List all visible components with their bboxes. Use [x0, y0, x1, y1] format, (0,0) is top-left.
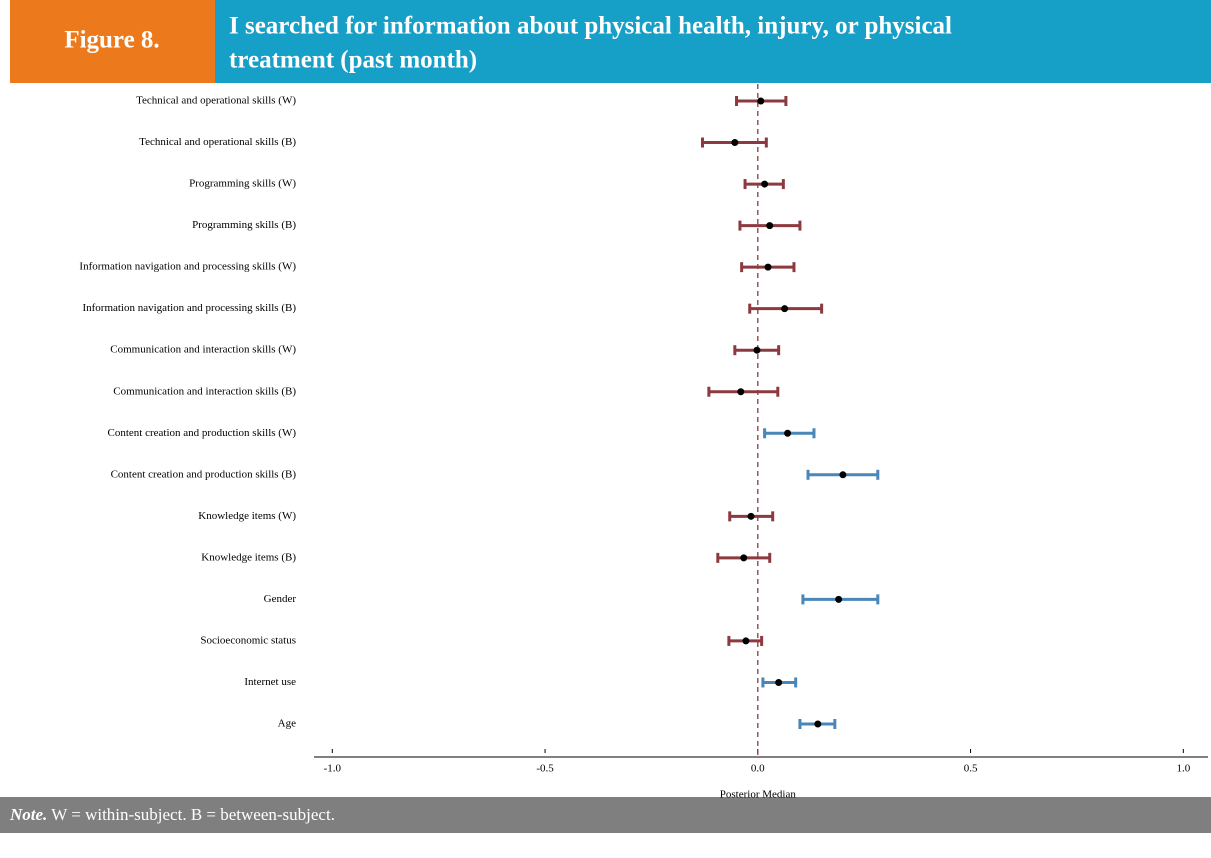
category-label: Technical and operational skills (W) — [136, 95, 296, 107]
median-point — [839, 471, 847, 479]
x-tick-label: 0.0 — [751, 763, 765, 775]
median-point — [784, 429, 792, 437]
chart-title: treatment (past month) — [229, 47, 477, 74]
median-point — [740, 554, 748, 562]
category-label: Programming skills (B) — [192, 219, 296, 231]
category-label: Content creation and production skills (… — [108, 427, 297, 439]
median-point — [757, 97, 765, 105]
category-label: Knowledge items (W) — [198, 510, 296, 522]
note-label: Note. — [9, 805, 47, 824]
category-label: Information navigation and processing sk… — [79, 261, 296, 273]
median-point — [764, 263, 772, 271]
note: Note. W = within-subject. B = between-su… — [9, 805, 335, 824]
plot: -1.0 -0.5 0.0 0.5 1.0 Posterior Median Technic… — [79, 84, 1208, 801]
median-point — [835, 595, 843, 603]
note-bar — [0, 797, 1211, 833]
category-label: Communication and interaction skills (B) — [113, 385, 296, 397]
title-banner — [215, 0, 1211, 83]
median-point — [747, 512, 755, 520]
figure-number: Figure 8. — [64, 27, 159, 54]
x-tick-label: 0.5 — [964, 763, 978, 775]
median-point — [775, 678, 783, 686]
note-text: W = within-subject. B = between-subject. — [47, 805, 335, 824]
median-point — [742, 637, 750, 645]
category-label: Communication and interaction skills (W) — [110, 344, 296, 356]
category-label: Gender — [264, 593, 297, 605]
median-point — [753, 346, 761, 354]
x-tick-label: -0.5 — [536, 763, 554, 775]
category-label: Socioeconomic status — [200, 634, 296, 646]
x-tick-label: 1.0 — [1176, 763, 1190, 775]
category-label: Age — [278, 718, 296, 730]
median-point — [781, 305, 789, 313]
category-label: Programming skills (W) — [189, 178, 296, 190]
chart-title: I searched for information about physica… — [229, 13, 952, 40]
category-label: Technical and operational skills (B) — [139, 136, 296, 148]
category-label: Knowledge items (B) — [201, 551, 296, 563]
x-axis-label: Posterior Median — [720, 789, 797, 801]
median-point — [731, 139, 739, 147]
median-point — [814, 720, 822, 728]
median-point — [737, 388, 745, 396]
x-tick-label: -1.0 — [324, 763, 342, 775]
category-label: Information navigation and processing sk… — [82, 302, 296, 314]
median-point — [766, 222, 774, 230]
figure-badge — [10, 0, 215, 83]
median-point — [761, 180, 769, 188]
category-label: Content creation and production skills (… — [111, 468, 297, 480]
category-label: Internet use — [244, 676, 296, 688]
